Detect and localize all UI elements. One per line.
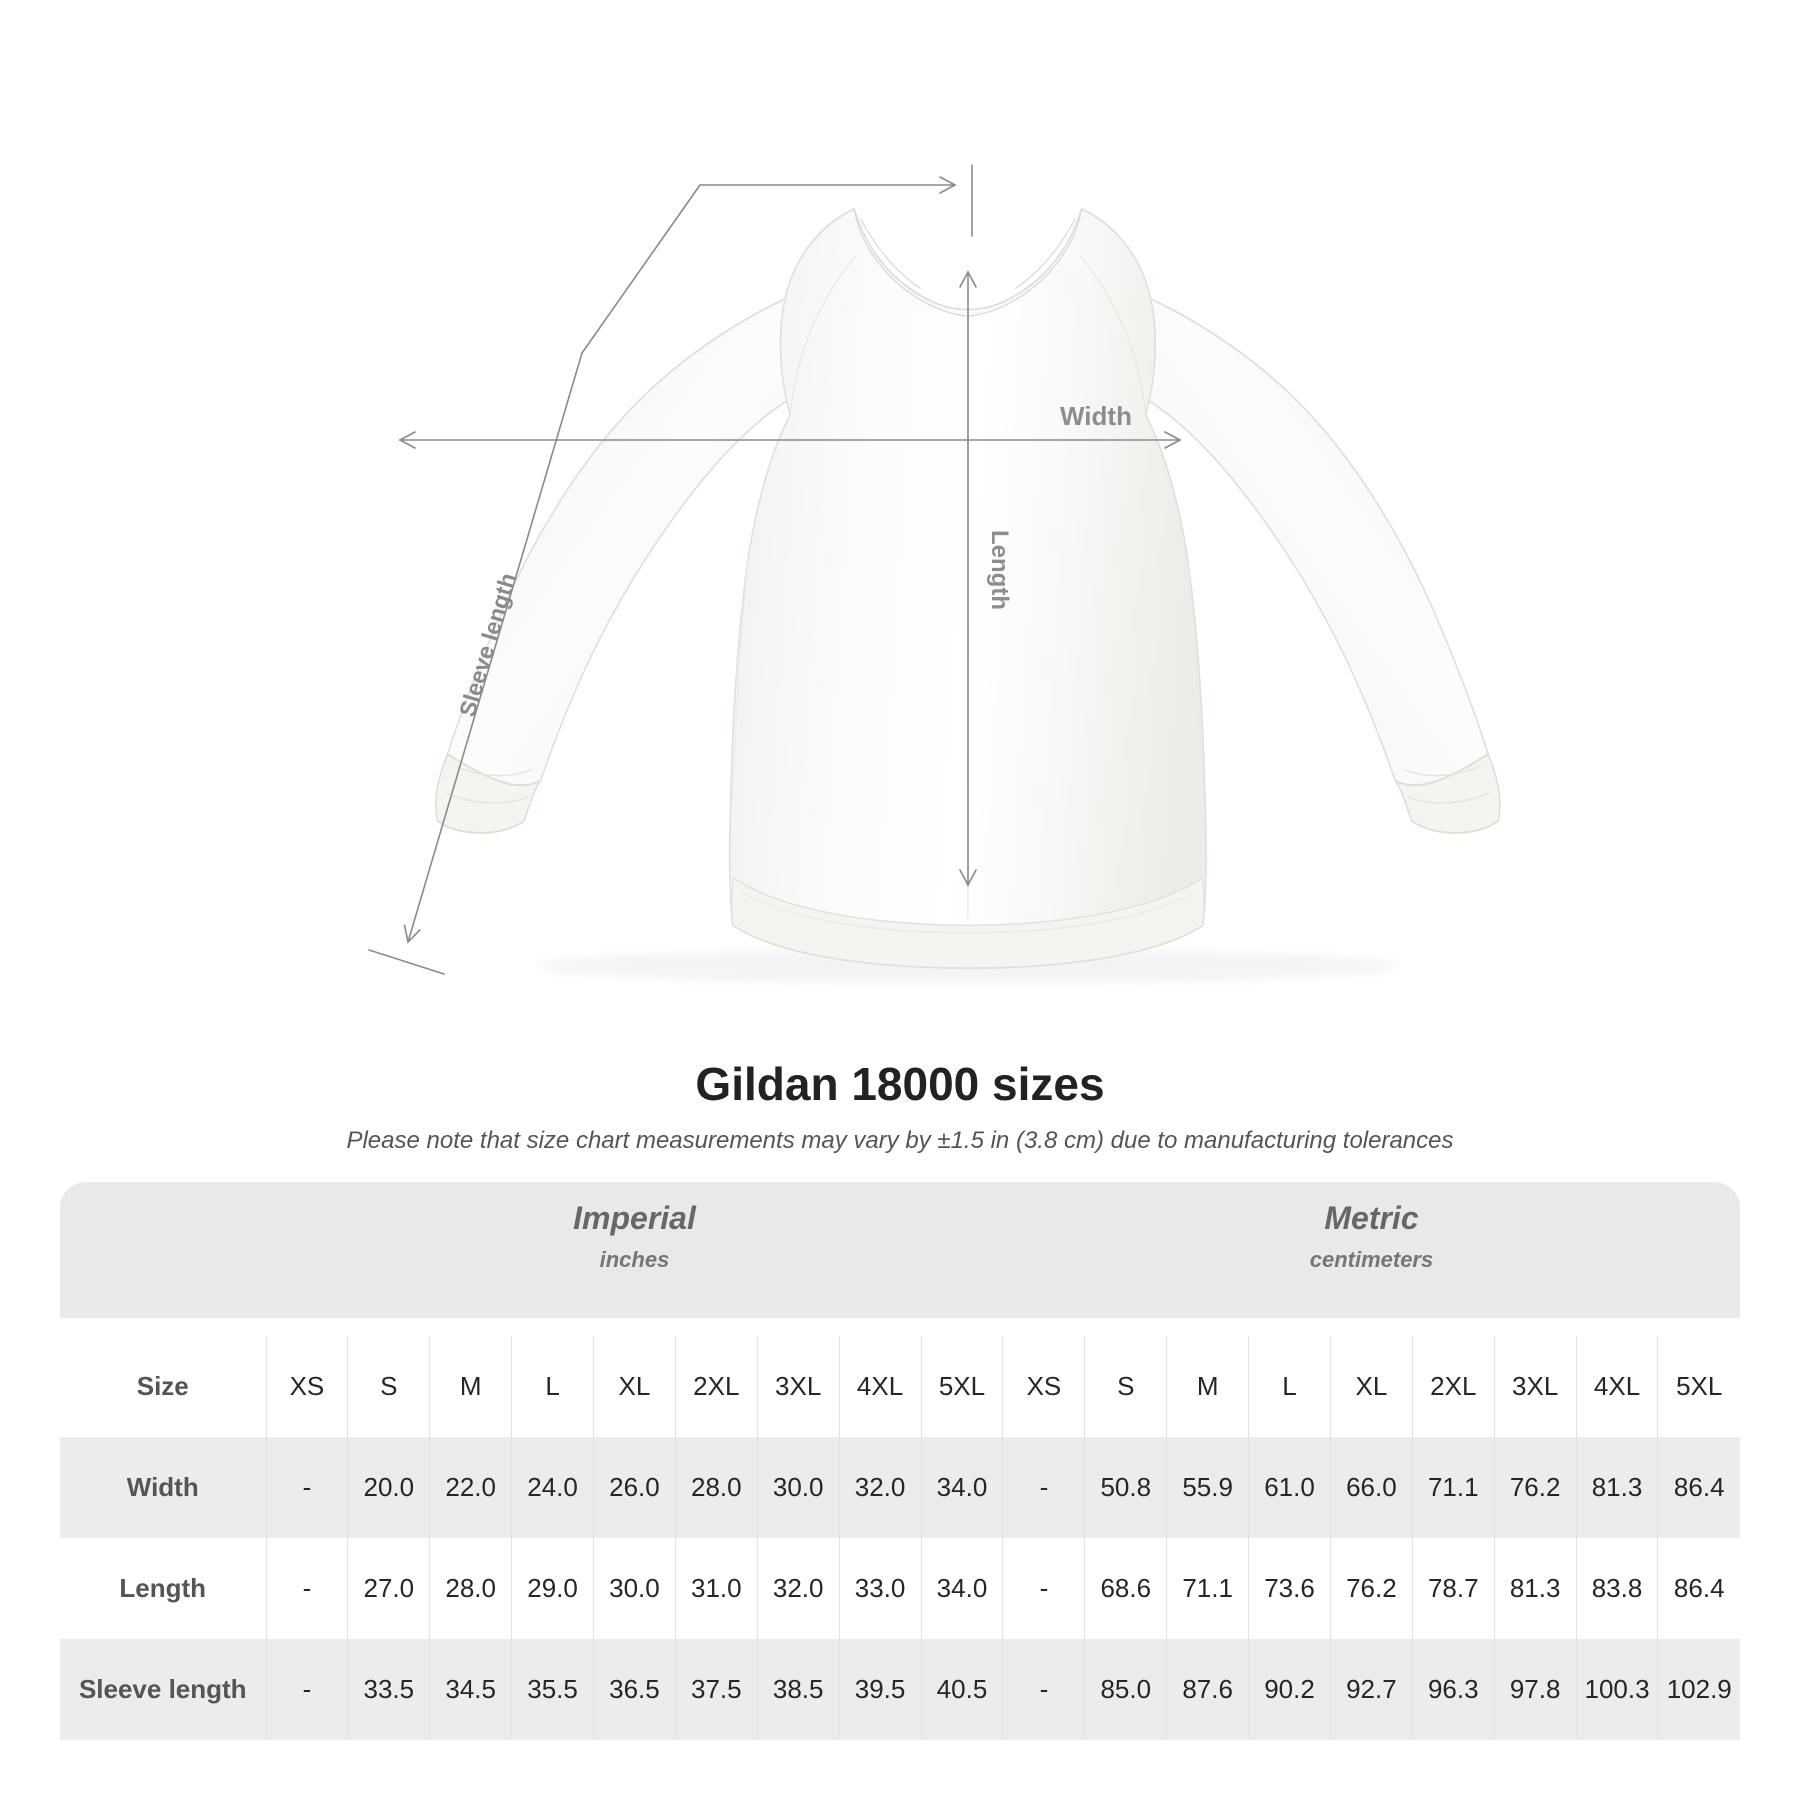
svg-text:Width: Width — [1060, 401, 1132, 431]
svg-text:Length: Length — [986, 530, 1013, 610]
